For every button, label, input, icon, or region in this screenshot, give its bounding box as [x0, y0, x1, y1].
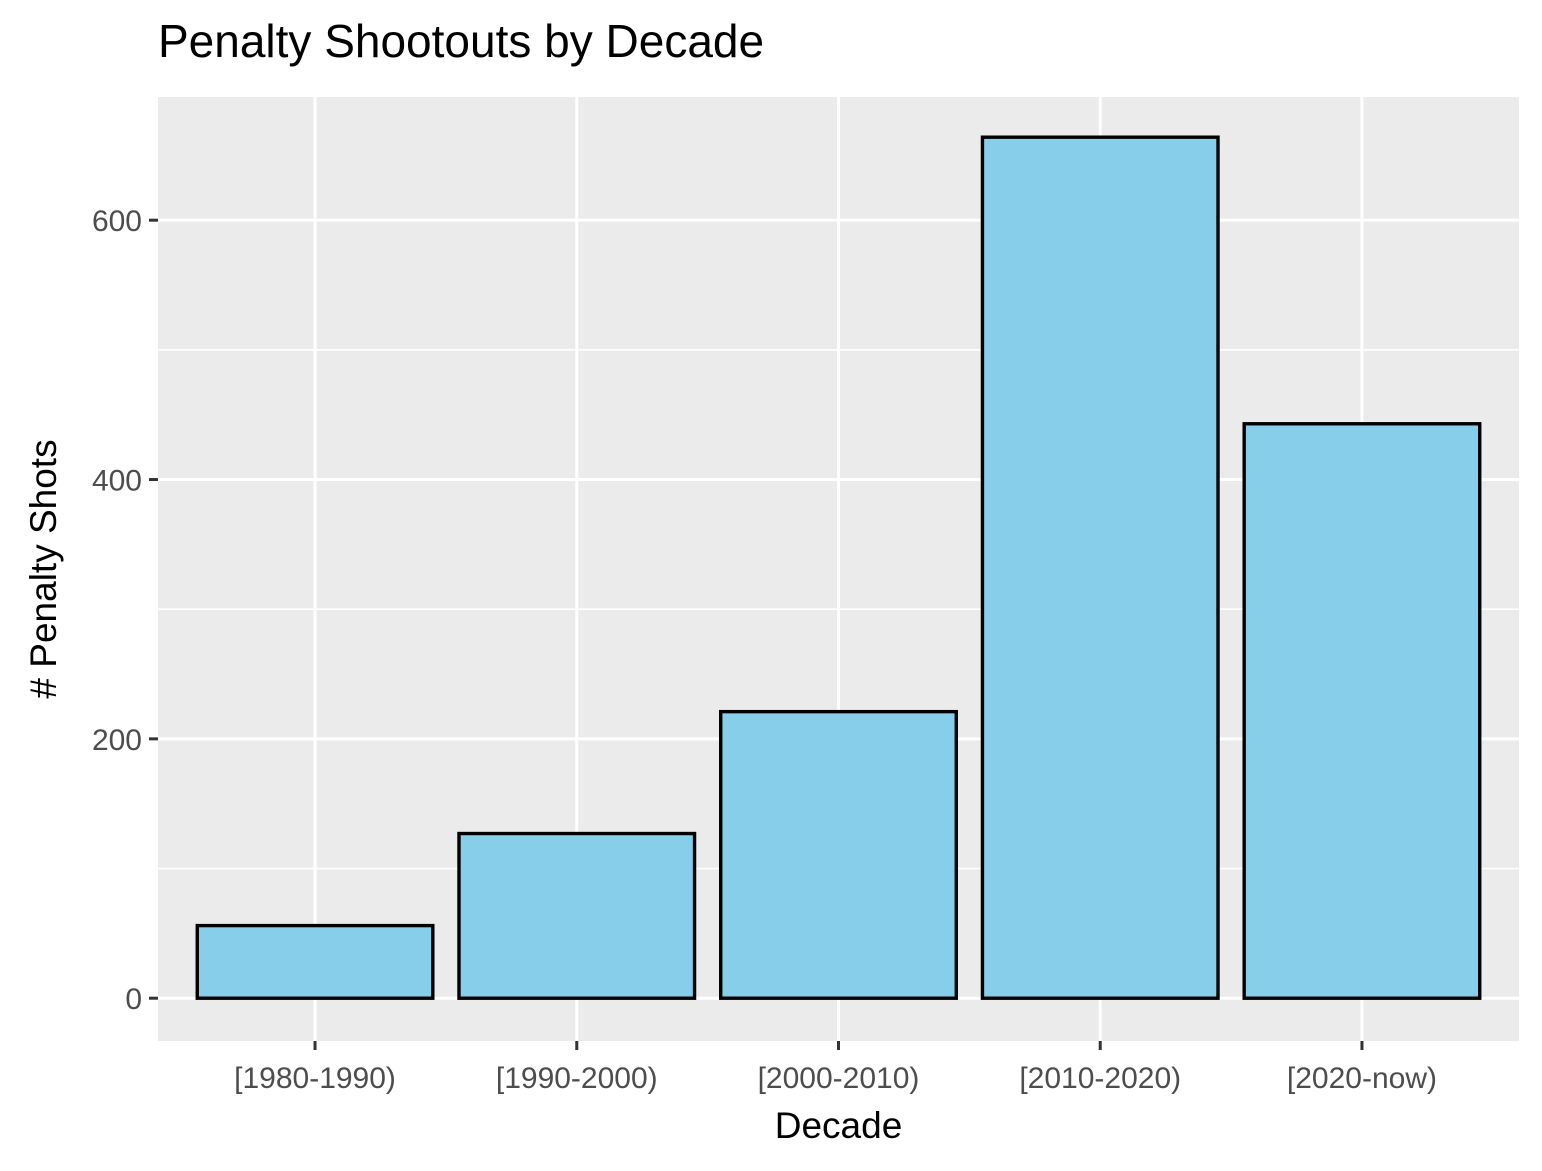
y-tick-label: 200	[92, 724, 142, 757]
chart-title: Penalty Shootouts by Decade	[158, 15, 765, 67]
bar	[980, 135, 1220, 1000]
x-tick-label: [2020-now)	[1287, 1062, 1437, 1095]
x-tick-label: [2000-2010)	[758, 1062, 920, 1095]
x-axis-title: Decade	[775, 1105, 903, 1146]
y-axis-title: # Penalty Shots	[23, 439, 64, 698]
y-axis: 0 200 400 600	[92, 205, 158, 1016]
y-tick-label: 0	[125, 983, 142, 1016]
x-tick-label: [1980-1990)	[234, 1062, 396, 1095]
y-tick-label: 600	[92, 205, 142, 238]
bars	[195, 135, 1482, 1000]
bar	[457, 831, 697, 1000]
x-axis: [1980-1990) [1990-2000) [2000-2010) [2010-2…	[234, 1041, 1437, 1095]
bar	[1242, 422, 1482, 1000]
y-tick-label: 400	[92, 465, 142, 498]
bar	[195, 923, 435, 1000]
bar	[719, 709, 958, 1000]
x-tick-label: [2010-2020)	[1019, 1062, 1181, 1095]
x-tick-label: [1990-2000)	[496, 1062, 658, 1095]
